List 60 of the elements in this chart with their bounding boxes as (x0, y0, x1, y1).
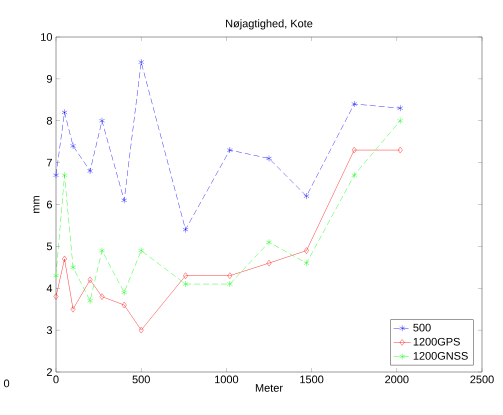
point (266, 238, 272, 246)
point (88, 276, 93, 284)
y-tick-label: 2 (46, 368, 52, 376)
point (138, 247, 144, 254)
y-tick-label: 5 (46, 242, 52, 250)
x-tick-label: 0 (53, 376, 59, 384)
point (227, 272, 232, 279)
x-tick-label: 2500 (470, 376, 494, 384)
chart-title: Nøjagtighed, Kote (226, 19, 312, 30)
y-tick-label: 10 (41, 33, 52, 41)
point (62, 172, 68, 178)
point (138, 58, 144, 66)
point (121, 197, 127, 204)
y-tick-label: 6 (46, 200, 52, 208)
point (183, 272, 188, 279)
y-tick-label: 4 (46, 284, 52, 292)
point (182, 280, 188, 288)
point (352, 146, 357, 154)
point (304, 247, 309, 254)
point (266, 155, 272, 162)
point (138, 326, 144, 334)
point (62, 256, 67, 262)
point (100, 293, 104, 300)
y-tick-label: 3 (46, 326, 52, 334)
legend-label: 500 (413, 324, 431, 332)
point (62, 109, 68, 116)
x-tick-label: 2000 (385, 376, 409, 384)
point (121, 289, 127, 296)
point (70, 306, 76, 312)
point (54, 293, 58, 300)
y-tick-label: 8 (46, 116, 52, 125)
point (87, 298, 93, 304)
point (397, 118, 404, 124)
point (351, 172, 357, 178)
point (227, 146, 233, 154)
point (99, 118, 105, 124)
point (122, 302, 127, 308)
point (87, 168, 93, 174)
x-tick-label: 1500 (300, 376, 324, 384)
x-axis-title: Meter (256, 384, 283, 392)
point (398, 146, 403, 154)
point (304, 192, 310, 200)
y-tick-label: 9 (46, 75, 52, 83)
point (304, 260, 310, 266)
x-tick-label: 500 (132, 376, 150, 384)
point (397, 104, 404, 112)
point (351, 100, 357, 108)
point (182, 226, 188, 233)
legend-label: 1200GNSS (414, 352, 468, 360)
point (70, 264, 76, 271)
point (99, 247, 105, 254)
x-tick-label: 1000 (215, 376, 238, 384)
y-tick-label: 7 (46, 158, 52, 166)
legend-label: 1200GPS (414, 338, 460, 346)
point (70, 142, 76, 150)
point (266, 260, 272, 266)
point (53, 172, 59, 178)
point (227, 280, 233, 288)
point (53, 272, 59, 279)
y-axis-title: mm (34, 196, 40, 213)
